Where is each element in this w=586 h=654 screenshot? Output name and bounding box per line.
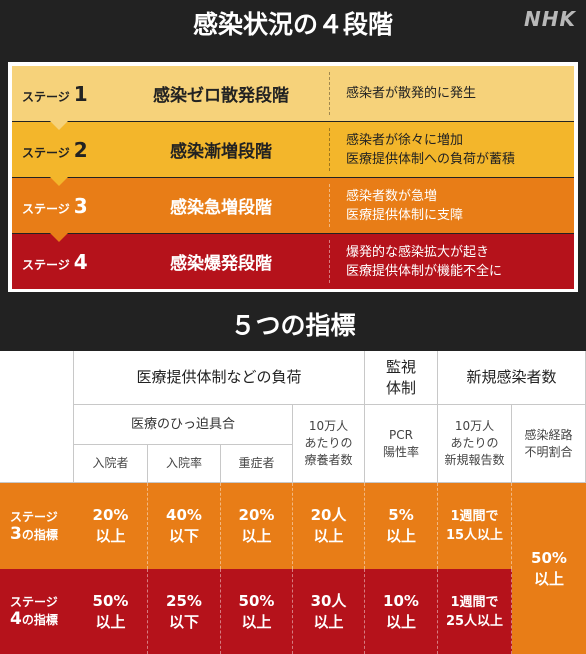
nhk-logo: NHK (524, 7, 576, 31)
stage-name: 感染急増段階 (170, 198, 272, 218)
stage4-severe: 50% 以上 (221, 569, 293, 654)
group-new-cases-header: 新規感染者数 (438, 351, 586, 405)
unknown-route-header: 感染経路 不明割合 (512, 405, 586, 483)
stage-label: ステージ 2 (22, 137, 88, 162)
stage3-pcr: 5% 以上 (365, 483, 438, 569)
stage-row-1: ステージ 1 感染ゼロ散発段階 感染者が散発的に発生 (12, 66, 574, 130)
stage-row-3: ステージ 3 感染急増段階 感染者数が急増 医療提供体制に支障 (12, 178, 574, 242)
stage-label: ステージ 1 (22, 81, 88, 106)
arrow-down-icon (50, 233, 68, 242)
stage3-inpatients: 20% 以上 (74, 483, 148, 569)
stage-name: 感染爆発段階 (170, 254, 272, 274)
group-surveillance-header: 監視 体制 (365, 351, 438, 405)
stage3-severe: 20% 以上 (221, 483, 293, 569)
stage-description: 感染者が徐々に増加 医療提供体制への負荷が蓄積 (346, 132, 516, 167)
recuperating-header: 10万人 あたりの 療養者数 (293, 405, 365, 483)
group-medical-header: 医療提供体制などの負荷 (74, 351, 365, 405)
stage3-new-reports: 1週間で 15人以上 (438, 483, 512, 569)
stage3-indicator-label: ステージ 3の指標 (0, 483, 74, 569)
stages-panel: ステージ 1 感染ゼロ散発段階 感染者が散発的に発生 ステージ 2 感染漸増段階 感… (8, 62, 578, 292)
new-reports-header: 10万人 あたりの 新規報告数 (438, 405, 512, 483)
severe-column-header: 重症者 (221, 445, 293, 483)
five-indicators-title: ５つの指標 (0, 301, 586, 351)
stage4-pcr: 10% 以上 (365, 569, 438, 654)
stage-label: ステージ 3 (22, 193, 88, 218)
hospital-strain-header: 医療のひっ迫具合 (74, 405, 293, 445)
stage-description: 感染者数が急増 医療提供体制に支障 (346, 188, 464, 223)
stage-description: 爆発的な感染拡大が起き 医療提供体制が機能不全に (346, 244, 503, 279)
arrow-down-icon (50, 177, 68, 186)
four-stages-title: 感染状況の４段階 (0, 0, 586, 50)
hospital-rate-column-header: 入院率 (148, 445, 221, 483)
stage4-new-reports: 1週間で 25人以上 (438, 569, 512, 654)
stage-label: ステージ 4 (22, 249, 88, 274)
corner-cell (0, 351, 74, 483)
stage-name: 感染漸増段階 (170, 142, 272, 162)
inpatients-column-header: 入院者 (74, 445, 148, 483)
indicators-table: 医療提供体制などの負荷 監視 体制 新規感染者数 医療のひっ迫具合 10万人 あたり… (0, 351, 586, 654)
stage3-recuperating: 20人 以上 (293, 483, 365, 569)
stage4-inpatients: 50% 以上 (74, 569, 148, 654)
stage-description: 感染者が散発的に発生 (346, 86, 477, 101)
stage4-recuperating: 30人 以上 (293, 569, 365, 654)
stage4-hospital-rate: 25% 以下 (148, 569, 221, 654)
stage-row-2: ステージ 2 感染漸増段階 感染者が徐々に増加 医療提供体制への負荷が蓄積 (12, 122, 574, 186)
stage3-hospital-rate: 40% 以下 (148, 483, 221, 569)
stage4-indicator-label: ステージ 4の指標 (0, 569, 74, 654)
pcr-header: PCR 陽性率 (365, 405, 438, 483)
arrow-down-icon (50, 121, 68, 130)
unknown-route-value: 50% 以上 (512, 483, 586, 654)
stage-row-4: ステージ 4 感染爆発段階 爆発的な感染拡大が起き 医療提供体制が機能不全に (12, 234, 574, 289)
stage-name: 感染ゼロ散発段階 (153, 86, 289, 106)
